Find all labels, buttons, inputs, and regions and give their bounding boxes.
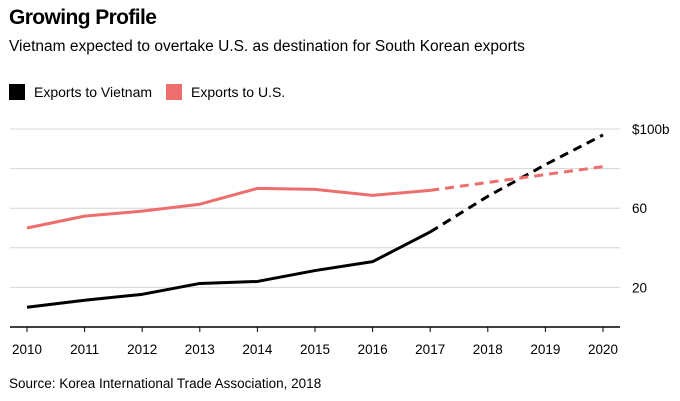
series-line-vietnam-actual (26, 230, 431, 309)
x-tick-label-2011: 2011 (70, 342, 99, 357)
legend-label-us: Exports to U.S. (191, 84, 286, 100)
x-tick-label-2010: 2010 (12, 342, 42, 357)
x-tick-label-2019: 2019 (530, 342, 560, 357)
y-tick-label-20: 20 (632, 280, 647, 295)
x-tick-label-2014: 2014 (242, 342, 273, 357)
y-tick-label-60: 60 (632, 201, 647, 216)
legend: Exports to Vietnam Exports to U.S. (9, 84, 299, 100)
source-note: Source: Korea International Trade Associ… (9, 376, 322, 391)
x-tick-label-2013: 2013 (185, 342, 215, 357)
x-tick-label-2015: 2015 (300, 342, 330, 357)
chart-subtitle: Vietnam expected to overtake U.S. as des… (9, 38, 525, 55)
series-line-us-projected (429, 165, 604, 192)
series-line-us-actual (26, 186, 431, 230)
x-tick-label-2018: 2018 (473, 342, 503, 357)
legend-swatch-vietnam (9, 84, 25, 100)
x-tick-label-2020: 2020 (588, 342, 618, 357)
x-tick-label-2017: 2017 (415, 342, 445, 357)
y-tick-label-100: $100b (632, 122, 670, 137)
legend-label-vietnam: Exports to Vietnam (34, 84, 153, 100)
legend-swatch-us (166, 84, 183, 100)
x-tick-label-2012: 2012 (127, 342, 157, 357)
legend-item-us: Exports to U.S. (166, 84, 285, 100)
chart-title: Growing Profile (9, 6, 157, 29)
x-tick-label-2016: 2016 (358, 342, 388, 357)
legend-item-vietnam: Exports to Vietnam (9, 84, 152, 100)
series-line-vietnam-projected (429, 133, 604, 234)
